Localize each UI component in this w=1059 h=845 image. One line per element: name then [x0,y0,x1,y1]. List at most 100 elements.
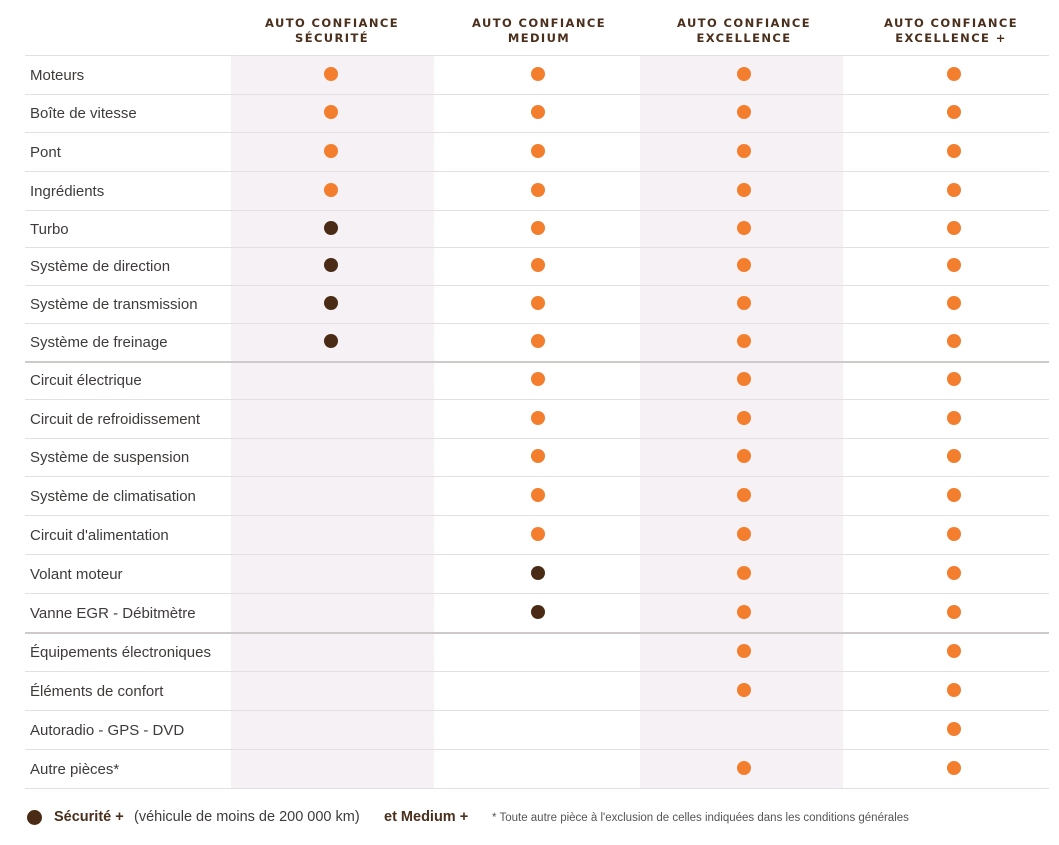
row-divider [25,323,1049,324]
orange-dot-icon [947,605,961,619]
table-row: Volant moteur [25,554,1049,593]
row-divider [25,285,1049,286]
row-divider [25,247,1049,248]
table-row: Boîte de vitesse [25,94,1049,132]
table-row: Autoradio - GPS - DVD [25,710,1049,749]
orange-dot-icon [737,644,751,658]
row-label: Circuit de refroidissement [30,411,201,428]
row-label: Éléments de confort [30,683,164,700]
orange-dot-icon [324,183,338,197]
table-row: Turbo [25,210,1049,247]
orange-dot-icon [947,296,961,310]
orange-dot-icon [531,411,545,425]
row-divider [25,438,1049,439]
table-row: Ingrédients [25,171,1049,210]
orange-dot-icon [947,372,961,386]
row-label: Système de freinage [30,334,168,351]
orange-dot-icon [737,761,751,775]
orange-dot-icon [737,105,751,119]
orange-dot-icon [737,527,751,541]
row-divider [25,515,1049,516]
table-row: Système de transmission [25,285,1049,323]
orange-dot-icon [737,67,751,81]
orange-dot-icon [737,144,751,158]
brown-dot-icon [324,258,338,272]
table-row: Système de freinage [25,323,1049,361]
orange-dot-icon [947,683,961,697]
row-divider [25,132,1049,133]
orange-dot-icon [947,334,961,348]
row-label: Pont [30,144,61,161]
header-medium: AUTO CONFIANCE MEDIUM [472,16,606,45]
orange-dot-icon [737,296,751,310]
table-row: Circuit d'alimentation [25,515,1049,554]
orange-dot-icon [737,605,751,619]
row-label: Système de climatisation [30,488,196,505]
orange-dot-icon [947,644,961,658]
legend-condition: (véhicule de moins de 200 000 km) [134,809,360,825]
row-divider [25,210,1049,211]
orange-dot-icon [531,488,545,502]
table-row: Équipements électroniques [25,632,1049,671]
orange-dot-icon [947,258,961,272]
orange-dot-icon [324,144,338,158]
row-label: Circuit électrique [30,372,142,389]
row-label: Système de direction [30,258,171,275]
row-divider [25,593,1049,594]
table-row: Vanne EGR - Débitmètre [25,593,1049,632]
row-divider [25,671,1049,672]
orange-dot-icon [947,105,961,119]
row-divider [25,749,1049,750]
orange-dot-icon [531,221,545,235]
orange-dot-icon [947,67,961,81]
orange-dot-icon [531,144,545,158]
coverage-table: AUTO CONFIANCE SÉCURITÉ AUTO CONFIANCE M… [25,0,1049,789]
legend-securite-plus: Sécurité + [54,809,124,825]
table-row: Autre pièces* [25,749,1049,788]
table-row: Éléments de confort [25,671,1049,710]
orange-dot-icon [947,488,961,502]
row-divider [25,710,1049,711]
orange-dot-icon [947,527,961,541]
table-row: Système de climatisation [25,476,1049,515]
header-excellence-plus: AUTO CONFIANCE EXCELLENCE + [884,16,1018,45]
row-divider [25,399,1049,400]
row-label: Équipements électroniques [30,644,211,661]
orange-dot-icon [531,296,545,310]
orange-dot-icon [324,105,338,119]
orange-dot-icon [737,488,751,502]
orange-dot-icon [531,527,545,541]
row-label: Système de transmission [30,296,198,313]
orange-dot-icon [531,105,545,119]
orange-dot-icon [531,67,545,81]
table-row: Circuit électrique [25,361,1049,399]
orange-dot-icon [737,411,751,425]
orange-dot-icon [737,566,751,580]
orange-dot-icon [947,761,961,775]
row-label: Système de suspension [30,449,190,466]
orange-dot-icon [947,411,961,425]
row-divider [25,476,1049,477]
column-shade-securite [231,55,434,788]
table-row: Moteurs [25,55,1049,94]
orange-dot-icon [947,449,961,463]
header-securite: AUTO CONFIANCE SÉCURITÉ [265,16,399,45]
orange-dot-icon [737,258,751,272]
brown-dot-icon [531,566,545,580]
brown-dot-icon [324,296,338,310]
table-row: Pont [25,132,1049,171]
row-label: Autre pièces* [30,761,120,778]
orange-dot-icon [947,722,961,736]
row-divider [25,55,1049,56]
table-bottom-border [25,788,1049,789]
table-row: Système de suspension [25,438,1049,476]
row-divider [25,94,1049,95]
orange-dot-icon [531,183,545,197]
row-label: Volant moteur [30,566,123,583]
brown-dot-icon [324,221,338,235]
orange-dot-icon [324,67,338,81]
orange-dot-icon [737,372,751,386]
footnote: * Toute autre pièce à l'exclusion de cel… [492,812,909,824]
row-label: Turbo [30,221,69,238]
orange-dot-icon [737,183,751,197]
